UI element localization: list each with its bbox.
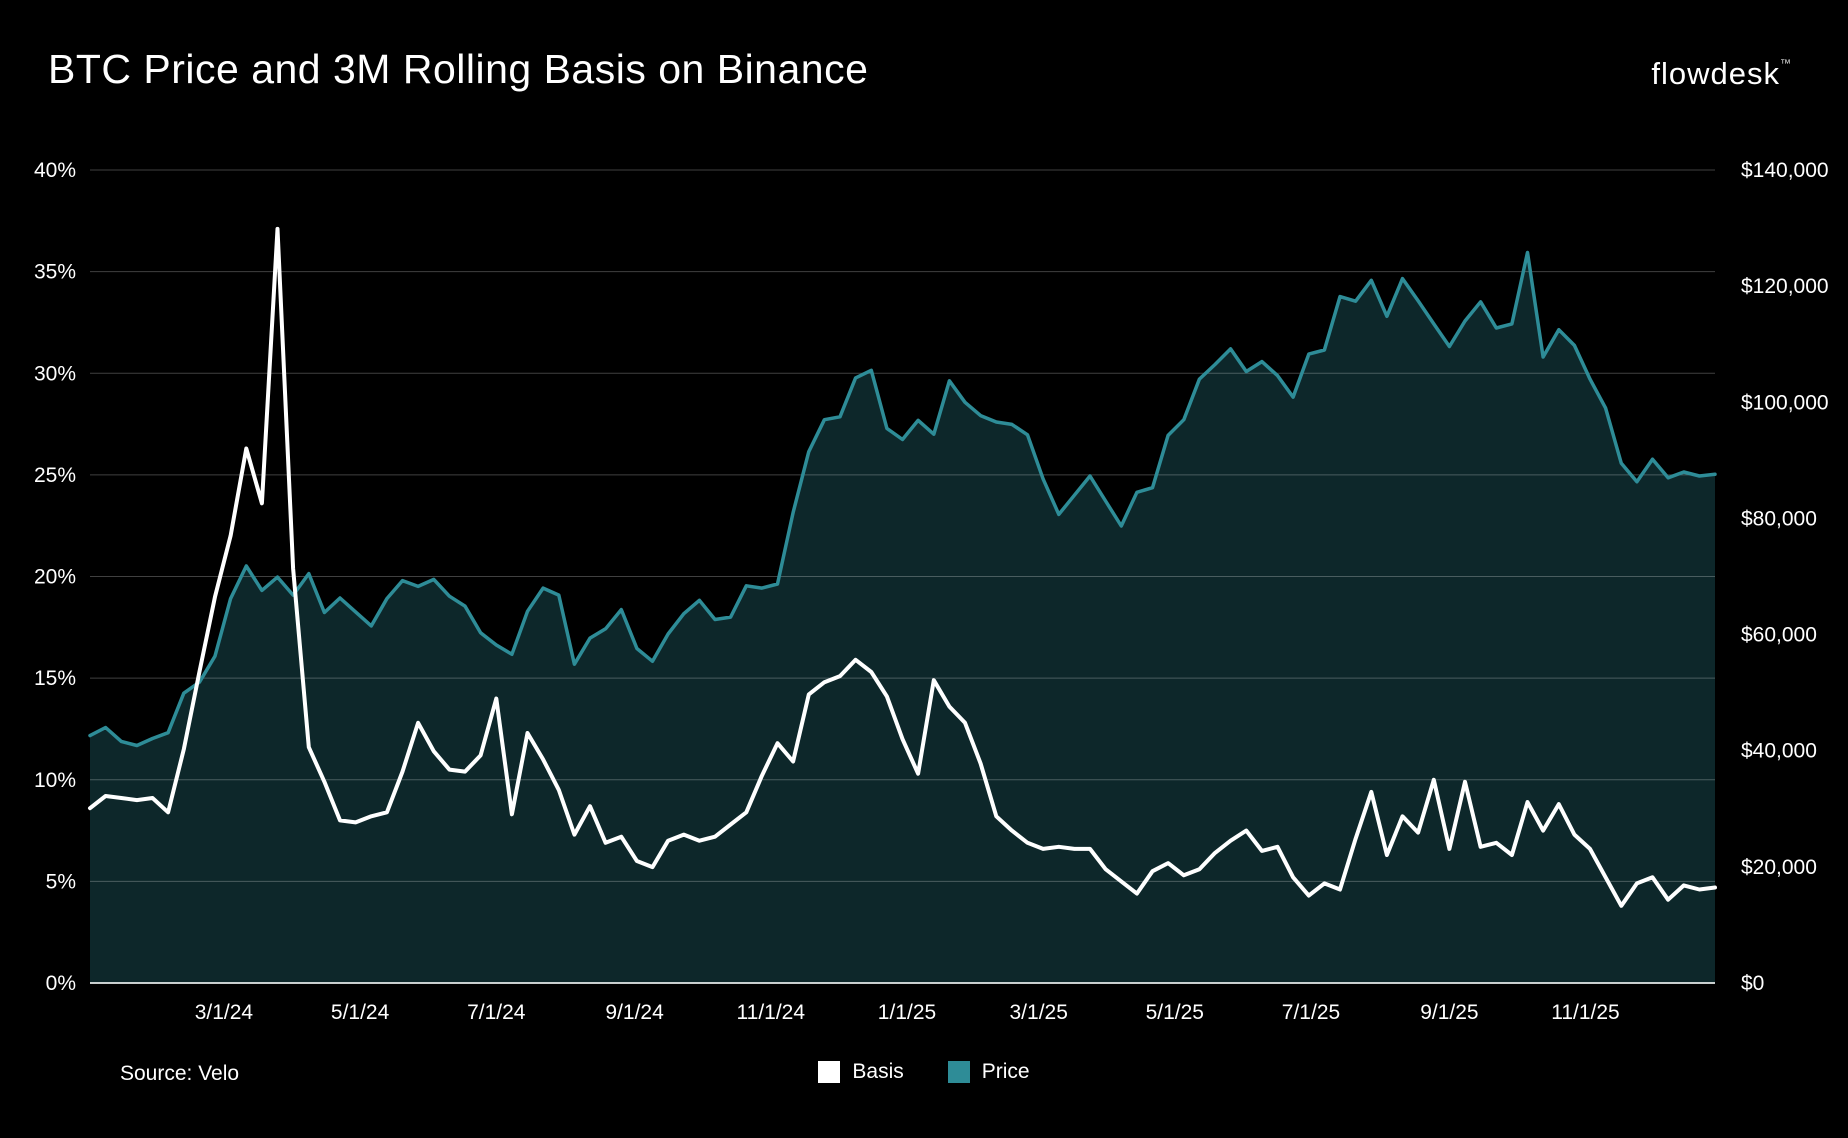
right-axis-tick-20000: $20,000 bbox=[1741, 856, 1817, 879]
left-axis-tick-20pct: 20% bbox=[34, 566, 76, 589]
price-area bbox=[90, 252, 1715, 983]
basis-line bbox=[88, 226, 1717, 908]
price-legend-label: Price bbox=[981, 1060, 1030, 1083]
basis-legend-label: Basis bbox=[852, 1060, 904, 1083]
x-axis-tick-5/1/24: 5/1/24 bbox=[331, 1001, 390, 1024]
left-axis-tick-40pct: 40% bbox=[34, 159, 76, 182]
source-label: Source: Velo bbox=[120, 1062, 240, 1085]
right-axis-tick-140000: $140,000 bbox=[1741, 159, 1829, 182]
x-axis-tick-7/1/24: 7/1/24 bbox=[467, 1001, 526, 1024]
left-axis-tick-30pct: 30% bbox=[34, 362, 76, 385]
x-axis-tick-3/1/25: 3/1/25 bbox=[1010, 1001, 1068, 1024]
left-axis-tick-10pct: 10% bbox=[34, 769, 76, 792]
left-axis-tick-15pct: 15% bbox=[34, 667, 76, 690]
right-axis-tick-0: $0 bbox=[1741, 972, 1764, 995]
x-axis-tick-7/1/25: 7/1/25 bbox=[1282, 1001, 1340, 1024]
chart-legend: Basis Price bbox=[0, 1060, 1848, 1084]
legend-item-basis: Basis bbox=[818, 1060, 904, 1084]
left-axis-tick-5pct: 5% bbox=[46, 870, 76, 893]
page-title: BTC Price and 3M Rolling Basis on Binanc… bbox=[48, 46, 869, 92]
x-axis-tick-9/1/25: 9/1/25 bbox=[1420, 1001, 1478, 1024]
right-axis-tick-80000: $80,000 bbox=[1741, 507, 1817, 530]
right-axis-tick-60000: $60,000 bbox=[1741, 624, 1817, 647]
trademark-symbol: ™ bbox=[1780, 58, 1792, 70]
right-axis-tick-40000: $40,000 bbox=[1741, 740, 1817, 763]
legend-item-price: Price bbox=[947, 1060, 1030, 1084]
flowdesk-logo: flowdesk™ bbox=[1651, 56, 1792, 92]
x-axis-tick-3/1/24: 3/1/24 bbox=[195, 1001, 254, 1024]
x-axis-tick-11/1/25: 11/1/25 bbox=[1551, 1001, 1620, 1024]
x-axis-tick-9/1/24: 9/1/24 bbox=[605, 1001, 664, 1024]
right-axis-tick-100000: $100,000 bbox=[1741, 391, 1829, 414]
x-axis-tick-11/1/24: 11/1/24 bbox=[737, 1001, 806, 1024]
price-legend-swatch bbox=[947, 1061, 970, 1083]
x-axis-tick-1/1/25: 1/1/25 bbox=[878, 1001, 936, 1024]
price-line bbox=[88, 250, 1717, 748]
basis-legend-swatch bbox=[818, 1061, 841, 1083]
x-axis-tick-5/1/25: 5/1/25 bbox=[1146, 1001, 1204, 1024]
left-axis-tick-35pct: 35% bbox=[34, 261, 76, 284]
left-axis-tick-0pct: 0% bbox=[46, 972, 76, 995]
flowdesk-logo-text: flowdesk bbox=[1651, 56, 1780, 91]
left-axis-tick-25pct: 25% bbox=[34, 464, 76, 487]
right-axis-tick-120000: $120,000 bbox=[1741, 275, 1829, 298]
